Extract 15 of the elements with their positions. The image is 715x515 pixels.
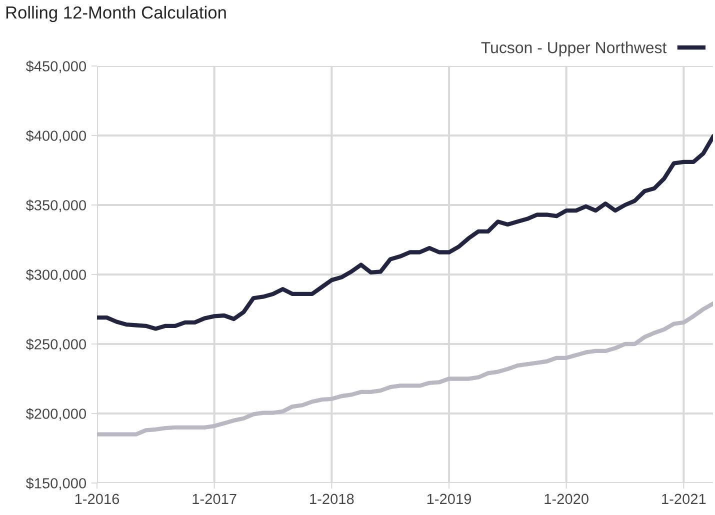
y-tick-label: $400,000 <box>26 130 86 143</box>
x-tick-label: 1-2019 <box>427 494 472 504</box>
y-tick-label: $300,000 <box>26 268 86 282</box>
x-tick-label: 1-2016 <box>75 494 120 504</box>
y-tick-label: $250,000 <box>26 338 86 352</box>
x-tick-label: 1-2017 <box>192 494 236 504</box>
x-tick-label: 1-2018 <box>310 494 354 504</box>
x-tick-label: 1-2021 <box>662 494 706 504</box>
y-tick-label: $150,000 <box>26 477 86 490</box>
y-tick-label: $350,000 <box>26 199 86 212</box>
y-tick-label: $450,000 <box>26 60 86 74</box>
chart-title: Rolling 12-Month Calculation <box>6 6 226 22</box>
y-tick-label: $200,000 <box>26 408 86 421</box>
x-tick-label: 1-2020 <box>544 494 588 504</box>
legend-label: Tucson - Upper Northwest <box>481 42 667 56</box>
